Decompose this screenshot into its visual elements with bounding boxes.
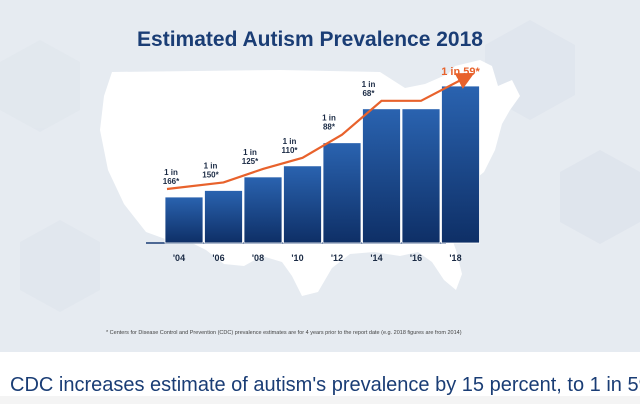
bar-3 [283, 165, 322, 244]
data-label-line: 166* [163, 177, 180, 186]
data-label-line: 150* [202, 170, 219, 179]
data-label-line: 1 in [283, 137, 297, 146]
bar-6 [401, 108, 441, 244]
bar-group [164, 85, 480, 244]
bar-5 [362, 108, 401, 244]
x-tick-labels: '04 '06 '08 '10 '12 '14 '16 '18 [173, 253, 462, 263]
data-label-line: 1 in [362, 80, 376, 89]
data-label-line: 1 in 59* [441, 66, 480, 78]
bar-2 [243, 176, 283, 244]
bar-1 [204, 190, 243, 244]
caption-subline [0, 396, 640, 404]
x-tick-label: '06 [212, 253, 224, 263]
x-tick-label: '18 [449, 253, 461, 263]
data-label: 1 in 59* [441, 66, 480, 78]
bar-4 [322, 142, 362, 244]
data-label-line: 110* [281, 146, 298, 155]
data-label-line: 1 in [243, 148, 257, 157]
data-label-line: 125* [242, 157, 259, 166]
bar-0 [164, 196, 204, 244]
footnote: * Centers for Disease Control and Preven… [106, 330, 462, 336]
data-label-line: 1 in [322, 114, 336, 123]
x-tick-label: '04 [173, 253, 185, 263]
data-label-line: 1 in [164, 168, 178, 177]
data-label-line: 1 in [204, 161, 218, 170]
x-tick-label: '12 [331, 253, 343, 263]
data-label-line: 88* [323, 123, 336, 132]
bar-7 [441, 85, 480, 244]
x-tick-label: '14 [370, 253, 382, 263]
x-tick-label: '10 [291, 253, 303, 263]
trend-arrow [166, 72, 475, 191]
x-tick-label: '08 [252, 253, 264, 263]
caption: CDC increases estimate of autism's preva… [10, 374, 640, 396]
data-label-line: 68* [362, 89, 375, 98]
x-tick-label: '16 [410, 253, 422, 263]
chart-title: Estimated Autism Prevalence 2018 [137, 28, 483, 51]
